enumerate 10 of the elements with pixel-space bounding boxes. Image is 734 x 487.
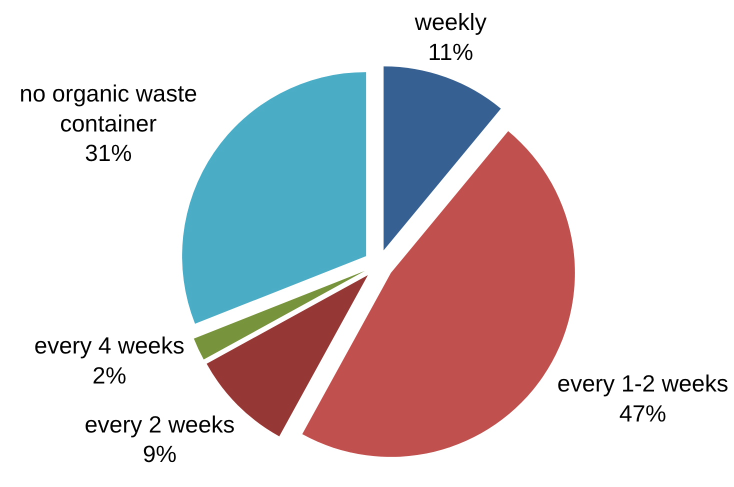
slice-label: no organic waste container bbox=[20, 80, 198, 136]
data-label: 31% bbox=[84, 140, 132, 166]
data-label: 9% bbox=[142, 441, 177, 468]
data-label: 47% bbox=[619, 400, 666, 427]
slice-label: every 2 weeks bbox=[84, 411, 235, 438]
data-label: 11% bbox=[428, 39, 474, 66]
slice-label: weekly bbox=[414, 9, 487, 36]
slice-label: every 4 weeks bbox=[34, 332, 184, 358]
slice-label: every 1-2 weeks bbox=[557, 370, 728, 397]
data-label: 2% bbox=[92, 362, 126, 388]
